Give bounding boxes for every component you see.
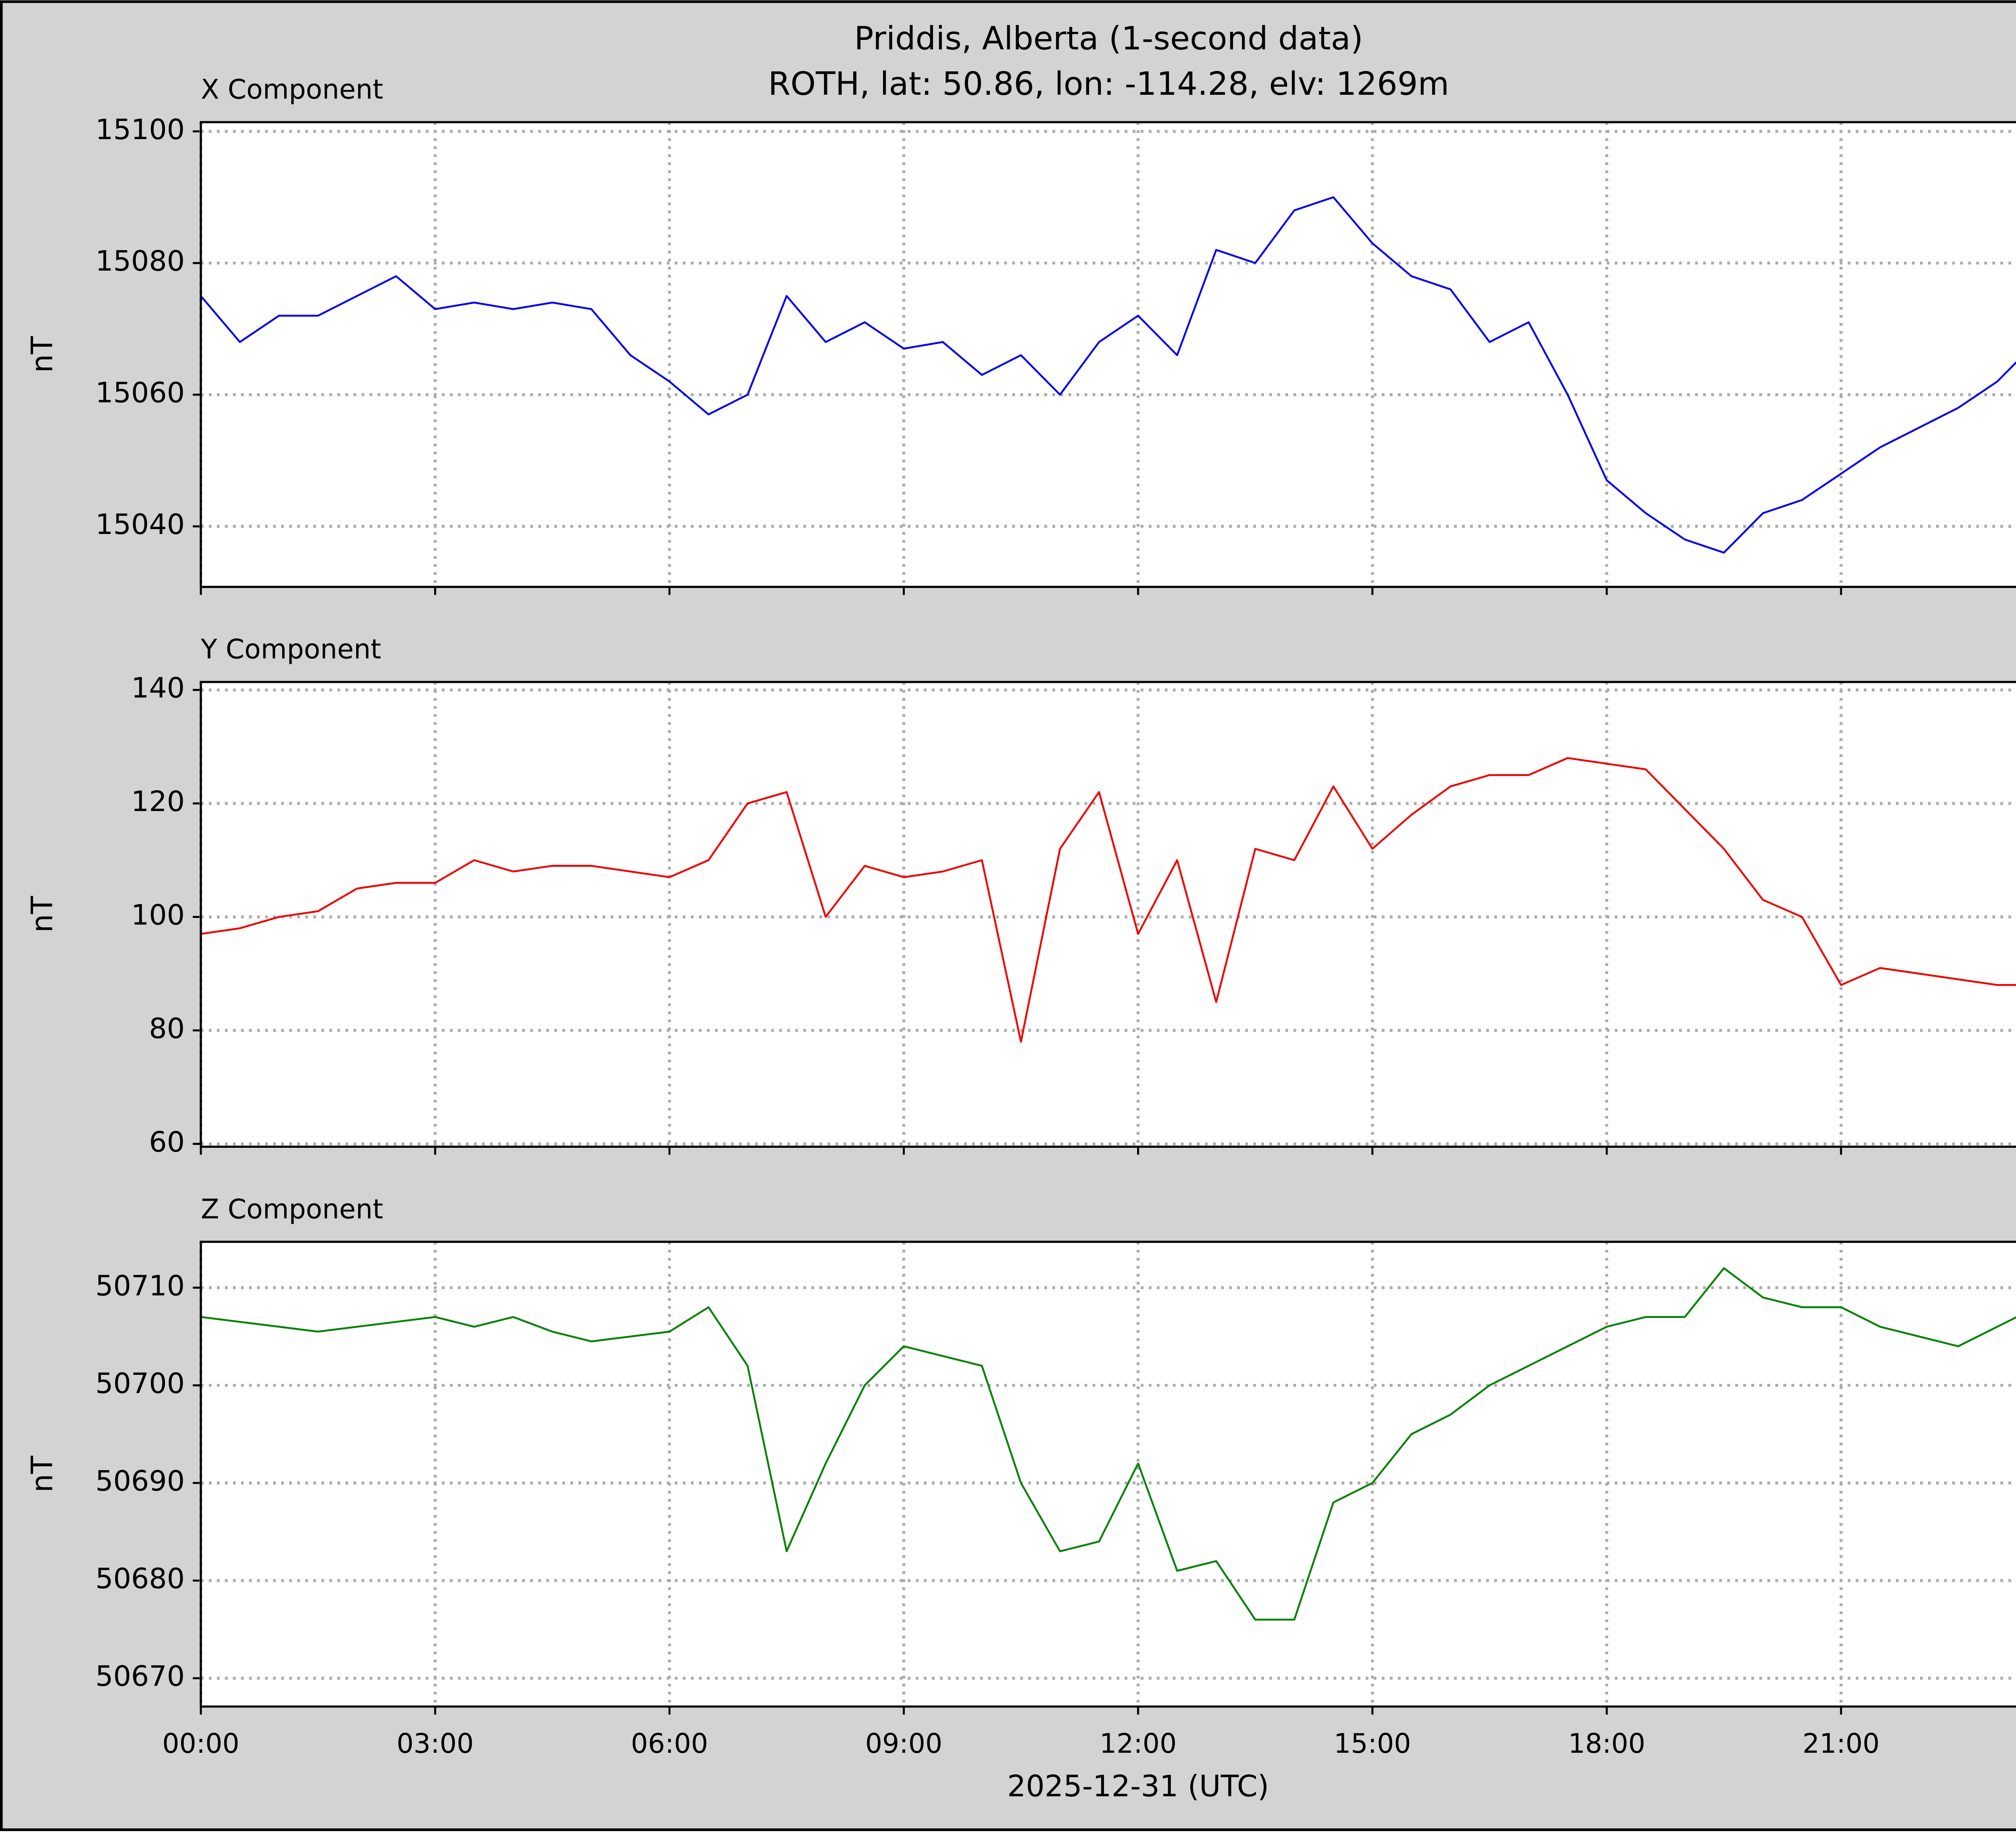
plot-frame: [200, 1241, 2016, 1708]
data-line: [200, 757, 2016, 1043]
y-tick-label: 60: [149, 1126, 185, 1158]
panel-title: Z Component: [201, 1193, 383, 1225]
x-tick-label: 15:00: [1334, 1728, 1411, 1759]
plot-area: [201, 1242, 2016, 1707]
y-tick-label: 15040: [95, 508, 185, 541]
data-line: [200, 1267, 2016, 1621]
x-tick-label: 12:00: [1100, 1728, 1177, 1759]
y-tick-label: 50700: [95, 1367, 185, 1400]
y-tick-label: 50690: [95, 1465, 185, 1497]
y-tick-label: 50710: [95, 1270, 185, 1302]
figure-subtitle: ROTH, lat: 50.86, lon: -114.28, elv: 126…: [768, 65, 1449, 102]
panel-title: X Component: [201, 74, 383, 105]
x-tick-label: 06:00: [631, 1728, 708, 1759]
y-tick-label: 80: [149, 1012, 185, 1045]
x-tick-label: 00:00: [162, 1728, 239, 1759]
x-tick-label: 18:00: [1568, 1728, 1645, 1759]
x-tick-label: 03:00: [397, 1728, 474, 1759]
plot-frame: [200, 121, 2016, 588]
data-line: [200, 196, 2016, 554]
y-tick-label: 50670: [95, 1660, 185, 1693]
y-tick-label: 15100: [95, 113, 185, 146]
plot-area: [201, 122, 2016, 587]
y-tick-label: 50680: [95, 1562, 185, 1595]
plot-frame: [200, 681, 2016, 1148]
y-axis-label: nT: [25, 896, 60, 932]
panel-title: Y Component: [200, 634, 381, 665]
y-tick-label: 120: [131, 785, 185, 818]
x-axis-label: 2025-12-31 (UTC): [1007, 1769, 1269, 1804]
y-tick-label: 15060: [95, 377, 185, 409]
x-tick-label: 09:00: [865, 1728, 942, 1759]
plot-area: [201, 682, 2016, 1147]
y-tick-label: 15080: [95, 245, 185, 277]
y-tick-label: 140: [131, 672, 185, 705]
y-axis-label: nT: [25, 336, 60, 373]
figure-title: Priddis, Alberta (1-second data): [854, 19, 1363, 57]
x-tick-label: 21:00: [1802, 1728, 1879, 1759]
y-tick-label: 100: [131, 899, 185, 932]
y-axis-label: nT: [25, 1456, 60, 1492]
